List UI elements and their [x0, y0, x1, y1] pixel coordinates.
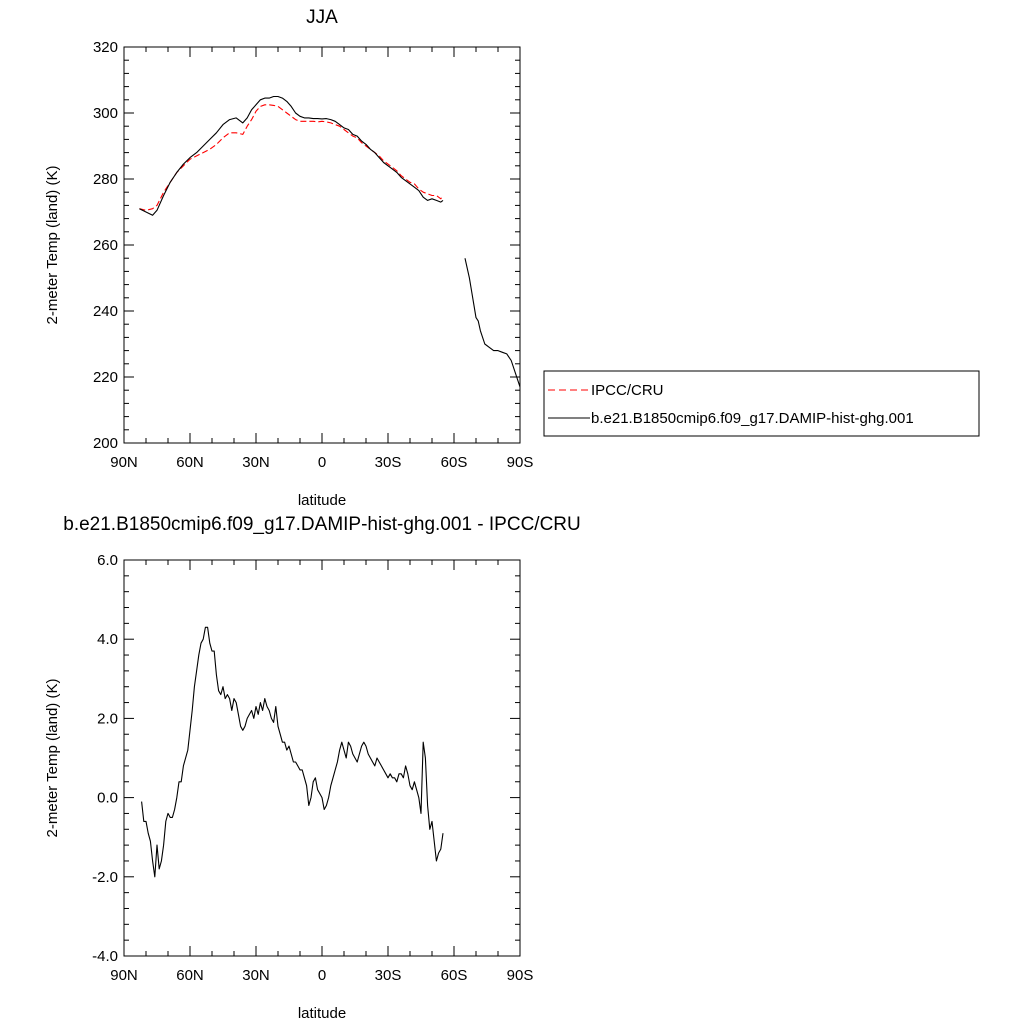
bottom-x-axis-label: latitude: [298, 1005, 346, 1022]
top-plot-frame: [123, 46, 521, 444]
top-series-line-0: [139, 104, 444, 211]
top-series-group: [139, 95, 521, 388]
legend-label-ipcc-cru: IPCC/CRU: [591, 382, 664, 399]
bottom-plot-frame: [123, 559, 521, 957]
legend-box: [543, 370, 980, 437]
bottom-x-tick-label: 90S: [507, 967, 534, 984]
top-x-axis-label: latitude: [298, 492, 346, 509]
bottom-panel: b.e21.B1850cmip6.f09_g17.DAMIP-hist-ghg.…: [44, 514, 581, 1022]
top-x-tick-label: 30N: [242, 454, 270, 471]
bottom-axis-ticks: 90N 60N 30N 0 30S 60S 90S -4.0 -2.0 0.0 2.0 4.0 6.0: [92, 552, 533, 984]
top-series-line-1: [139, 95, 444, 216]
bottom-series-line-0: [141, 626, 444, 878]
top-y-axis-label: 2-meter Temp (land) (K): [44, 166, 61, 325]
bottom-y-axis-label: 2-meter Temp (land) (K): [44, 679, 61, 838]
bottom-x-tick-label: 0: [318, 967, 326, 984]
top-chart-title: JJA: [306, 7, 338, 28]
top-series-line-2: [464, 258, 521, 388]
legend-label-model: b.e21.B1850cmip6.f09_g17.DAMIP-hist-ghg.…: [591, 410, 914, 427]
top-x-tick-label: 30S: [375, 454, 402, 471]
top-y-tick-label: 240: [93, 303, 118, 320]
top-x-tick-label: 90S: [507, 454, 534, 471]
bottom-x-tick-label: 60N: [176, 967, 204, 984]
top-x-tick-label: 90N: [110, 454, 138, 471]
top-y-tick-label: 260: [93, 237, 118, 254]
bottom-x-tick-label: 30N: [242, 967, 270, 984]
bottom-x-tick-label: 60S: [441, 967, 468, 984]
top-panel: JJA 90N 60N 30N 0 30S 60S 90S 200 220 240 260 280 30…: [44, 7, 533, 509]
bottom-y-tick-label: -2.0: [92, 869, 118, 886]
bottom-chart-title: b.e21.B1850cmip6.f09_g17.DAMIP-hist-ghg.…: [63, 514, 580, 535]
bottom-y-tick-label: 2.0: [97, 710, 118, 727]
top-x-tick-label: 0: [318, 454, 326, 471]
bottom-series-group: [141, 626, 444, 878]
top-y-tick-label: 300: [93, 105, 118, 122]
bottom-x-tick-label: 90N: [110, 967, 138, 984]
top-x-tick-label: 60S: [441, 454, 468, 471]
bottom-y-tick-label: 0.0: [97, 790, 118, 807]
top-y-tick-label: 320: [93, 39, 118, 56]
bottom-x-tick-label: 30S: [375, 967, 402, 984]
bottom-y-tick-label: 6.0: [97, 552, 118, 569]
bottom-y-tick-label: -4.0: [92, 948, 118, 965]
top-y-tick-label: 200: [93, 435, 118, 452]
bottom-y-tick-label: 4.0: [97, 631, 118, 648]
top-x-tick-label: 60N: [176, 454, 204, 471]
top-y-tick-label: 280: [93, 171, 118, 188]
top-axis-ticks: 90N 60N 30N 0 30S 60S 90S 200 220 240 260 280 300 320: [93, 39, 533, 471]
legend: IPCC/CRU b.e21.B1850cmip6.f09_g17.DAMIP-…: [543, 370, 980, 437]
top-y-tick-label: 220: [93, 369, 118, 386]
